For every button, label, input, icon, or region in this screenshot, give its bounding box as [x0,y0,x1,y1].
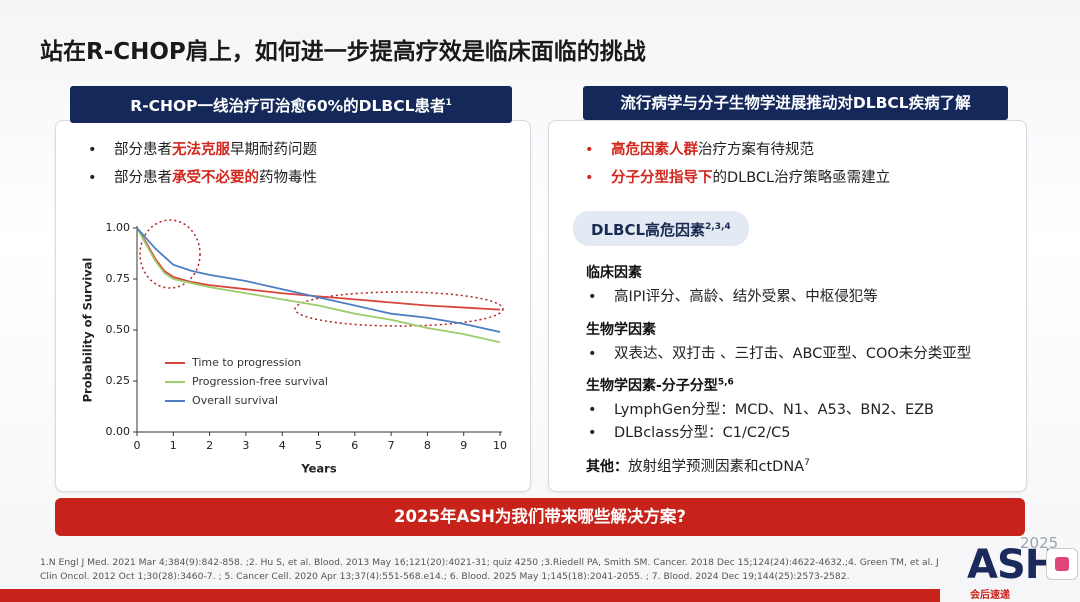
highlight: 无法克服 [172,142,230,158]
logo-name: ASH [967,542,1058,588]
text: 治疗方案有待规范 [698,142,814,158]
pill: DLBCL高危因素2,3,4 [573,211,749,246]
text: 高IPI评分、高龄、结外受累、中枢侵犯等 [614,289,878,305]
series-line [136,227,501,344]
highlight-ellipse [139,219,201,289]
y-tick-label: 0.75 [106,272,131,285]
left-header: R-CHOP一线治疗可治愈60%的DLBCL患者1 [70,86,512,124]
text: 部分患者 [114,142,172,158]
x-tick-label: 0 [134,439,141,452]
bullet: • 部分患者承受不必要的药物毒性 [88,170,317,186]
text: DLBclass分型：C1/C2/C5 [614,425,791,441]
pill-text: DLBCL高危因素 [591,221,706,239]
text: LymphGen分型：MCD、N1、A53、BN2、EZB [614,402,934,418]
header-sup: 1 [445,98,452,108]
other: 其他：放射组学预测因素和ctDNA7 [586,455,810,476]
x-tick-label: 1 [170,439,177,452]
x-tick-label: 3 [242,439,249,452]
x-tick-label: 7 [388,439,395,452]
x-tick-label: 5 [315,439,322,452]
x-tick-label: 2 [206,439,213,452]
y-axis-label: Probability of Survival [81,258,95,403]
text: 放射组学预测因素和ctDNA [628,459,805,475]
highlight-ellipse [294,291,504,327]
text: 的DLBCL治疗策略亟需建立 [712,170,891,186]
pill-sup: 2,3,4 [705,222,731,232]
footer-strip [0,589,940,602]
y-tick-label: 0.00 [106,425,131,438]
text: 部分患者 [114,170,172,186]
legend-label: Overall survival [192,394,278,407]
section-heading: 临床因素 [586,265,642,281]
x-tick-label: 4 [279,439,286,452]
header-text: R-CHOP一线治疗可治愈60%的DLBCL患者 [130,97,446,116]
text: 生物学因素-分子分型 [586,378,718,394]
y-tick-label: 0.25 [106,374,131,387]
question-banner: 2025年ASH为我们带来哪些解决方案? [55,498,1025,536]
heading: 其他： [586,459,628,475]
item: • 高IPI评分、高龄、结外受累、中枢侵犯等 [588,289,878,305]
text: 早期耐药问题 [230,142,317,158]
sup: 7 [804,458,810,469]
bullet: • 高危因素人群治疗方案有待规范 [585,142,814,158]
bullet: • 部分患者无法克服早期耐药问题 [88,142,317,158]
logo-year: 2025 [1020,534,1059,552]
sup: 5,6 [717,377,734,388]
bullet: • 分子分型指导下的DLBCL治疗策略亟需建立 [585,170,891,186]
section-heading: 生物学因素 [586,322,656,338]
x-axis-label: Years [300,462,337,476]
x-tick-label: 10 [493,439,507,452]
app-icon [1046,548,1078,580]
series-line [136,227,501,311]
y-tick-label: 1.00 [106,221,131,234]
item: • LymphGen分型：MCD、N1、A53、BN2、EZB [588,402,934,418]
legend-label: Time to progression [191,356,301,369]
item: • 双表达、双打击 、三打击、ABC亚型、COO未分类亚型 [588,346,972,362]
x-tick-label: 6 [351,439,358,452]
x-tick-label: 9 [460,439,467,452]
logo-tag: 会后速递 [970,590,1010,601]
item: • DLBclass分型：C1/C2/C5 [588,425,791,441]
series-line [136,227,501,333]
highlight: 高危因素人群 [611,142,698,158]
x-tick-label: 8 [424,439,431,452]
highlight: 分子分型指导下 [611,170,713,186]
slide-title: 站在R-CHOP肩上，如何进一步提高疗效是临床面临的挑战 [40,39,646,65]
section-heading: 生物学因素-分子分型5,6 [586,375,734,395]
text: 双表达、双打击 、三打击、ABC亚型、COO未分类亚型 [614,346,972,362]
text: 药物毒性 [259,170,317,186]
references: 1.N Engl J Med. 2021 Mar 4;384(9):842-85… [40,557,939,582]
highlight: 承受不必要的 [172,170,259,186]
y-tick-label: 0.50 [106,323,131,336]
right-header: 流行病学与分子生物学进展推动对DLBCL疾病了解 [583,86,1008,120]
legend-label: Progression-free survival [192,375,328,388]
right-panel [548,120,1027,492]
